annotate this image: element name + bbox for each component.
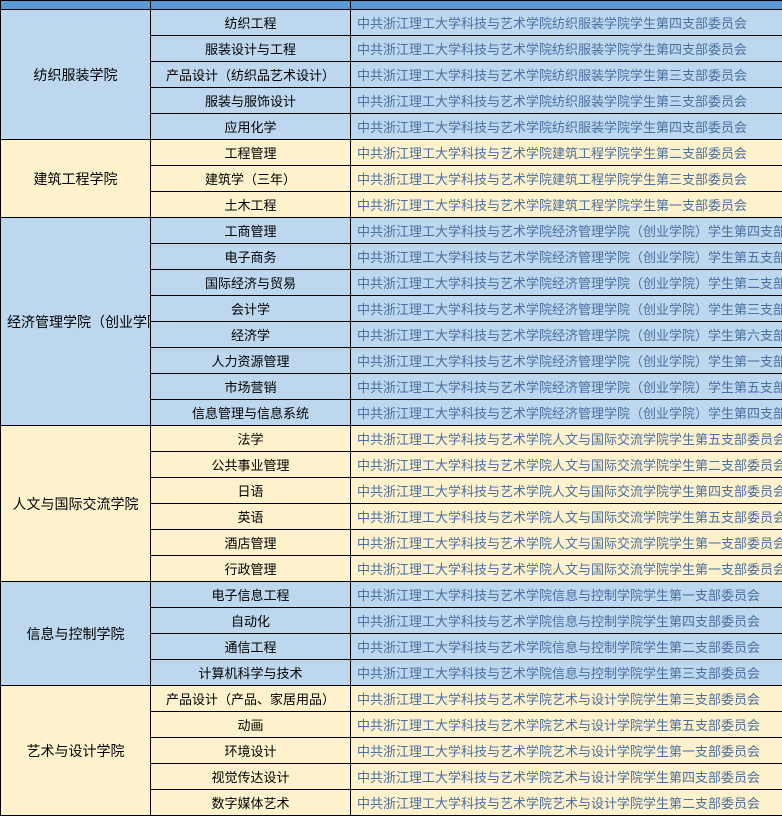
table-row: 信息与控制学院电子信息工程中共浙江理工大学科技与艺术学院信息与控制学院学生第一支… [1,582,782,608]
table-row: 经济管理学院（创业学院）工商管理中共浙江理工大学科技与艺术学院经济管理学院（创业… [1,218,782,244]
major-cell: 通信工程 [151,634,351,660]
major-cell: 建筑学（三年） [151,166,351,192]
table-row: 人文与国际交流学院法学中共浙江理工大学科技与艺术学院人文与国际交流学院学生第五支… [1,426,782,452]
header-major [151,1,351,10]
major-cell: 自动化 [151,608,351,634]
major-cell: 酒店管理 [151,530,351,556]
table-row: 建筑工程学院工程管理中共浙江理工大学科技与艺术学院建筑工程学院学生第二支部委员会 [1,140,782,166]
major-cell: 行政管理 [151,556,351,582]
party-unit-cell: 中共浙江理工大学科技与艺术学院纺织服装学院学生第四支部委员会 [351,36,782,62]
party-unit-cell: 中共浙江理工大学科技与艺术学院经济管理学院（创业学院）学生第四支部委员会 [351,400,782,426]
major-cell: 日语 [151,478,351,504]
party-unit-cell: 中共浙江理工大学科技与艺术学院信息与控制学院学生第一支部委员会 [351,582,782,608]
major-cell: 英语 [151,504,351,530]
major-cell: 会计学 [151,296,351,322]
party-unit-cell: 中共浙江理工大学科技与艺术学院纺织服装学院学生第四支部委员会 [351,114,782,140]
major-cell: 环境设计 [151,738,351,764]
party-unit-cell: 中共浙江理工大学科技与艺术学院人文与国际交流学院学生第五支部委员会 [351,504,782,530]
header-unit [351,1,782,10]
college-name-cell: 建筑工程学院 [1,140,151,218]
party-unit-cell: 中共浙江理工大学科技与艺术学院人文与国际交流学院学生第二支部委员会 [351,452,782,478]
major-cell: 工商管理 [151,218,351,244]
major-cell: 产品设计（纺织品艺术设计） [151,62,351,88]
table-row: 纺织服装学院纺织工程中共浙江理工大学科技与艺术学院纺织服装学院学生第四支部委员会 [1,10,782,36]
major-cell: 应用化学 [151,114,351,140]
party-unit-cell: 中共浙江理工大学科技与艺术学院纺织服装学院学生第四支部委员会 [351,10,782,36]
header-college [1,1,151,10]
college-name-cell: 人文与国际交流学院 [1,426,151,582]
party-unit-cell: 中共浙江理工大学科技与艺术学院信息与控制学院学生第三支部委员会 [351,660,782,686]
table-body: 纺织服装学院纺织工程中共浙江理工大学科技与艺术学院纺织服装学院学生第四支部委员会… [1,10,782,816]
major-cell: 市场营销 [151,374,351,400]
party-unit-cell: 中共浙江理工大学科技与艺术学院信息与控制学院学生第四支部委员会 [351,608,782,634]
party-unit-cell: 中共浙江理工大学科技与艺术学院人文与国际交流学院学生第一支部委员会 [351,556,782,582]
party-unit-cell: 中共浙江理工大学科技与艺术学院经济管理学院（创业学院）学生第五支部委员会 [351,374,782,400]
major-cell: 产品设计（产品、家居用品） [151,686,351,712]
party-unit-cell: 中共浙江理工大学科技与艺术学院建筑工程学院学生第二支部委员会 [351,140,782,166]
major-cell: 工程管理 [151,140,351,166]
major-cell: 动画 [151,712,351,738]
party-unit-cell: 中共浙江理工大学科技与艺术学院纺织服装学院学生第三支部委员会 [351,88,782,114]
major-cell: 数字媒体艺术 [151,790,351,816]
admission-party-org-table: 纺织服装学院纺织工程中共浙江理工大学科技与艺术学院纺织服装学院学生第四支部委员会… [0,0,782,816]
major-cell: 服装设计与工程 [151,36,351,62]
major-cell: 经济学 [151,322,351,348]
college-name-cell: 经济管理学院（创业学院） [1,218,151,426]
party-unit-cell: 中共浙江理工大学科技与艺术学院纺织服装学院学生第三支部委员会 [351,62,782,88]
college-name-cell: 纺织服装学院 [1,10,151,140]
major-cell: 电子信息工程 [151,582,351,608]
party-unit-cell: 中共浙江理工大学科技与艺术学院经济管理学院（创业学院）学生第三支部委员会 [351,296,782,322]
party-unit-cell: 中共浙江理工大学科技与艺术学院建筑工程学院学生第三支部委员会 [351,166,782,192]
major-cell: 人力资源管理 [151,348,351,374]
party-unit-cell: 中共浙江理工大学科技与艺术学院艺术与设计学院学生第二支部委员会 [351,790,782,816]
party-unit-cell: 中共浙江理工大学科技与艺术学院建筑工程学院学生第一支部委员会 [351,192,782,218]
major-cell: 视觉传达设计 [151,764,351,790]
major-cell: 土木工程 [151,192,351,218]
party-unit-cell: 中共浙江理工大学科技与艺术学院经济管理学院（创业学院）学生第一支部委员会 [351,348,782,374]
party-unit-cell: 中共浙江理工大学科技与艺术学院经济管理学院（创业学院）学生第五支部委员会 [351,244,782,270]
major-cell: 服装与服饰设计 [151,88,351,114]
party-unit-cell: 中共浙江理工大学科技与艺术学院经济管理学院（创业学院）学生第二支部委员会 [351,270,782,296]
party-unit-cell: 中共浙江理工大学科技与艺术学院艺术与设计学院学生第一支部委员会 [351,738,782,764]
party-unit-cell: 中共浙江理工大学科技与艺术学院经济管理学院（创业学院）学生第六支部委员会 [351,322,782,348]
major-cell: 国际经济与贸易 [151,270,351,296]
party-unit-cell: 中共浙江理工大学科技与艺术学院艺术与设计学院学生第三支部委员会 [351,686,782,712]
major-cell: 公共事业管理 [151,452,351,478]
table-row: 艺术与设计学院产品设计（产品、家居用品）中共浙江理工大学科技与艺术学院艺术与设计… [1,686,782,712]
party-unit-cell: 中共浙江理工大学科技与艺术学院人文与国际交流学院学生第五支部委员会 [351,426,782,452]
major-cell: 法学 [151,426,351,452]
party-unit-cell: 中共浙江理工大学科技与艺术学院信息与控制学院学生第二支部委员会 [351,634,782,660]
major-cell: 纺织工程 [151,10,351,36]
major-cell: 信息管理与信息系统 [151,400,351,426]
party-unit-cell: 中共浙江理工大学科技与艺术学院人文与国际交流学院学生第一支部委员会 [351,530,782,556]
party-unit-cell: 中共浙江理工大学科技与艺术学院经济管理学院（创业学院）学生第四支部委员会 [351,218,782,244]
party-unit-cell: 中共浙江理工大学科技与艺术学院艺术与设计学院学生第四支部委员会 [351,764,782,790]
major-cell: 计算机科学与技术 [151,660,351,686]
major-cell: 电子商务 [151,244,351,270]
college-name-cell: 信息与控制学院 [1,582,151,686]
party-unit-cell: 中共浙江理工大学科技与艺术学院艺术与设计学院学生第五支部委员会 [351,712,782,738]
college-name-cell: 艺术与设计学院 [1,686,151,816]
party-unit-cell: 中共浙江理工大学科技与艺术学院人文与国际交流学院学生第四支部委员会 [351,478,782,504]
